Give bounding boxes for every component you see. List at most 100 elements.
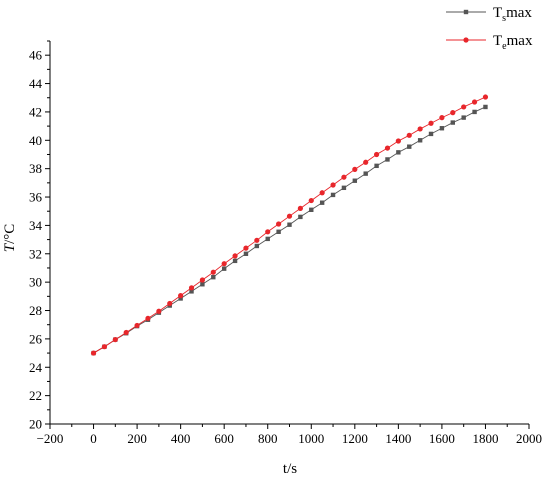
x-tick-label: 1600	[429, 431, 455, 446]
data-point-Tsmax	[461, 115, 466, 120]
data-point-Tsmax	[385, 157, 390, 162]
data-point-Temax	[439, 115, 445, 121]
data-point-Tsmax	[243, 251, 249, 256]
x-tick-label: 1200	[342, 431, 368, 446]
y-axis-title-main: T	[2, 242, 18, 252]
y-tick-label: 44	[29, 76, 43, 91]
y-tick-label: 28	[29, 303, 42, 318]
data-point-Temax	[461, 104, 467, 110]
data-point-Temax	[471, 99, 478, 105]
data-point-Temax	[330, 182, 336, 188]
data-point-Temax	[90, 350, 97, 356]
x-tick-label: 200	[127, 431, 147, 446]
data-point-Tsmax	[330, 192, 336, 198]
data-point-Temax	[243, 245, 249, 251]
y-tick-label: 24	[29, 360, 43, 375]
data-point-Temax	[232, 253, 238, 259]
data-point-Temax	[384, 145, 391, 151]
data-point-Temax	[308, 197, 314, 204]
x-tick-label: 0	[90, 431, 97, 446]
data-point-Temax	[167, 300, 173, 307]
data-point-Tsmax	[287, 222, 292, 227]
data-point-Tsmax	[407, 144, 412, 149]
data-point-Temax	[406, 132, 412, 138]
y-tick-label: 42	[29, 104, 42, 119]
legend: Tsmax Temax	[446, 5, 533, 52]
data-point-Tsmax	[396, 150, 401, 155]
data-point-Temax	[134, 322, 140, 329]
data-point-Tsmax	[374, 163, 379, 169]
data-point-Temax	[156, 308, 162, 314]
data-point-Tsmax	[178, 296, 183, 301]
data-point-Temax	[210, 269, 216, 275]
legend-label-Temax: Temax	[493, 33, 533, 52]
data-point-Tsmax	[265, 236, 270, 242]
data-point-Temax	[199, 277, 206, 283]
legend-marker-Tsmax	[463, 9, 469, 15]
data-point-Tsmax	[200, 282, 205, 287]
data-point-Tsmax	[309, 207, 314, 213]
data-point-Temax	[297, 205, 303, 211]
x-axis-title: t/s	[283, 461, 297, 477]
data-point-Temax	[178, 293, 184, 299]
data-point-Temax	[319, 190, 325, 196]
data-point-Temax	[123, 329, 129, 336]
y-tick-label: 46	[29, 48, 43, 63]
y-tick-label: 32	[29, 246, 42, 261]
data-point-Temax	[221, 261, 227, 267]
data-point-Tsmax	[298, 214, 303, 220]
data-point-Tsmax	[450, 120, 455, 125]
data-point-Tsmax	[319, 200, 325, 205]
data-point-Temax	[373, 151, 380, 158]
x-tick-label: 1000	[298, 431, 324, 446]
y-tick-label: 26	[29, 331, 43, 346]
y-tick-label: 22	[29, 388, 42, 403]
x-tick-label: −200	[37, 431, 64, 446]
legend-label-Tsmax: Tsmax	[493, 5, 532, 24]
legend-marker-Temax	[463, 37, 469, 43]
data-point-Temax	[417, 126, 423, 132]
data-point-Temax	[145, 315, 151, 321]
y-tick-label: 40	[29, 133, 42, 148]
x-tick-label: 1800	[472, 431, 498, 446]
data-point-Temax	[101, 344, 108, 350]
data-point-Temax	[395, 138, 401, 144]
data-point-Temax	[341, 174, 347, 180]
data-point-Tsmax	[363, 171, 368, 176]
data-point-Tsmax	[221, 266, 227, 271]
data-point-Tsmax	[439, 126, 445, 131]
data-point-Temax	[363, 159, 369, 165]
data-point-Temax	[188, 285, 195, 291]
data-point-Tsmax	[352, 178, 358, 183]
x-tick-label: 800	[258, 431, 278, 446]
data-point-Temax	[265, 229, 271, 235]
data-point-Temax	[112, 336, 118, 343]
series-layer	[90, 94, 489, 356]
y-axis-title-unit: /°C	[2, 224, 18, 244]
data-point-Tsmax	[254, 243, 260, 249]
data-point-Tsmax	[472, 109, 477, 115]
y-tick-label: 34	[29, 218, 43, 233]
data-point-Temax	[428, 120, 434, 126]
data-point-Tsmax	[417, 138, 423, 143]
data-point-Temax	[276, 221, 282, 227]
data-point-Tsmax	[341, 185, 347, 191]
data-point-Tsmax	[189, 289, 194, 294]
y-tick-label: 38	[29, 161, 42, 176]
data-point-Temax	[286, 213, 293, 219]
y-tick-label: 36	[29, 190, 43, 205]
y-tick-label: 20	[29, 417, 42, 432]
axes-layer: −200 0 200 400 600 800 1000 1200 1400 1600 1800 200…	[29, 40, 542, 446]
data-point-Tsmax	[276, 229, 281, 234]
data-point-Temax	[450, 110, 456, 116]
y-tick-label: 30	[29, 275, 42, 290]
data-point-Tsmax	[232, 258, 238, 264]
y-axis-title: T/°C	[2, 224, 18, 253]
data-point-Tsmax	[428, 131, 434, 137]
x-tick-label: 600	[214, 431, 234, 446]
series-line-Tsmax	[93, 106, 486, 354]
data-point-Temax	[482, 94, 489, 100]
x-tick-label: 2000	[516, 431, 542, 446]
x-tick-label: 400	[171, 431, 191, 446]
